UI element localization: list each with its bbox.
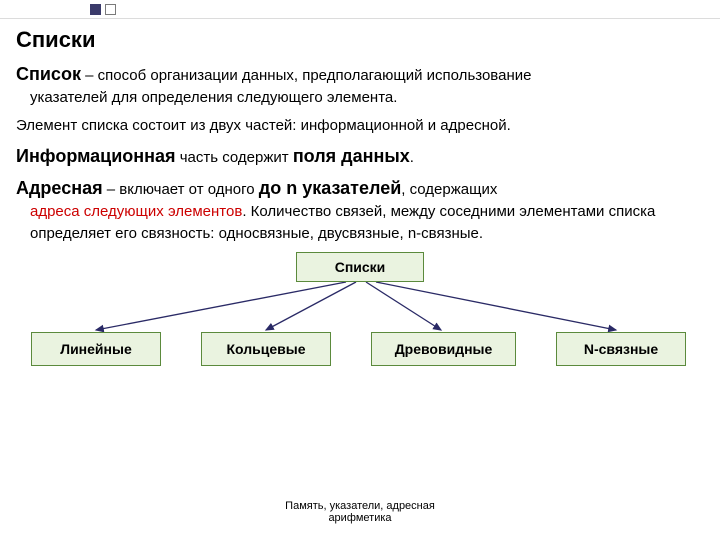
term-list: Список <box>16 64 81 84</box>
footer-text: Память, указатели, адресная <box>285 500 435 512</box>
decor-square <box>90 4 101 15</box>
text-red: адреса следующих элементов <box>30 203 242 220</box>
page-title: Списки <box>16 27 704 53</box>
text: часть содержит <box>176 149 293 166</box>
text: – включает от одного <box>103 181 259 198</box>
paragraph-addr-part: Адресная – включает от одного до n указа… <box>16 175 704 245</box>
footer-text: арифметика <box>328 512 391 524</box>
tree-node: Древовидные <box>371 332 516 366</box>
top-decoration <box>0 0 720 19</box>
slide-content: Списки Список – способ организации данны… <box>0 19 720 382</box>
paragraph-definition: Список – способ организации данных, пред… <box>16 61 704 109</box>
tree-node: Списки <box>296 252 424 282</box>
term-n-pointers: до n указателей <box>259 178 402 198</box>
term-info: Информационная <box>16 146 176 166</box>
paragraph-element: Элемент списка состоит из двух частей: и… <box>16 115 704 137</box>
text: , содержащих <box>401 181 497 198</box>
tree-node: N-связные <box>556 332 686 366</box>
decor-square <box>105 4 116 15</box>
term-fields: поля данных <box>293 146 410 166</box>
tree-node: Линейные <box>31 332 161 366</box>
tree-node: Кольцевые <box>201 332 331 366</box>
text: . <box>410 149 414 166</box>
paragraph-info-part: Информационная часть содержит поля данны… <box>16 143 704 169</box>
text: указателей для определения следующего эл… <box>16 87 704 109</box>
text: – способ организации данных, предполагаю… <box>81 67 532 84</box>
text-block: адреса следующих элементов. Количество с… <box>16 201 704 245</box>
slide-footer: Память, указатели, адресная арифметика <box>0 500 720 524</box>
tree-diagram: Списки Линейные Кольцевые Древовидные N-связ… <box>16 252 704 382</box>
term-addr: Адресная <box>16 178 103 198</box>
